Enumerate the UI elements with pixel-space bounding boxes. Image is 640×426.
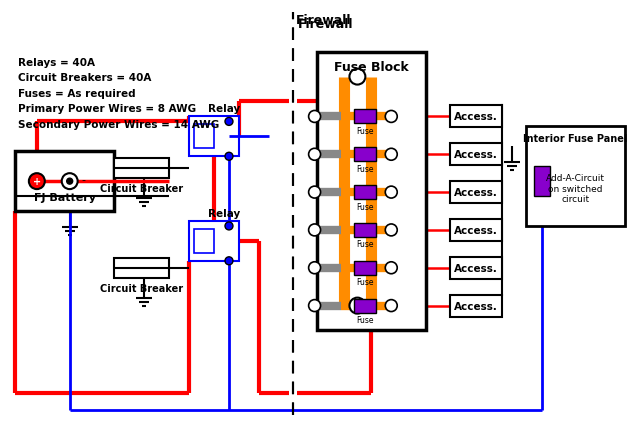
Bar <box>355 261 376 275</box>
Bar <box>355 148 376 162</box>
Text: Relay: Relay <box>208 104 240 114</box>
Text: Interior Fuse Panel: Interior Fuse Panel <box>524 134 628 144</box>
Text: Firewall: Firewall <box>296 14 351 27</box>
Circle shape <box>225 222 233 230</box>
Circle shape <box>385 262 397 274</box>
Circle shape <box>349 69 365 85</box>
Bar <box>194 229 214 253</box>
Circle shape <box>225 118 233 126</box>
Text: Relay: Relay <box>208 208 240 219</box>
Circle shape <box>308 149 321 161</box>
Bar <box>115 258 169 278</box>
Text: Fuse: Fuse <box>356 315 374 324</box>
Circle shape <box>29 174 45 190</box>
Text: -: - <box>82 175 86 185</box>
Circle shape <box>61 174 77 190</box>
Circle shape <box>225 257 233 265</box>
Circle shape <box>67 179 73 185</box>
Text: Access.: Access. <box>454 187 498 198</box>
Bar <box>450 144 502 166</box>
Bar <box>355 186 376 200</box>
Text: Access.: Access. <box>454 263 498 273</box>
Text: Access.: Access. <box>454 112 498 122</box>
Bar <box>355 299 376 313</box>
Text: Access.: Access. <box>454 150 498 160</box>
Bar <box>450 219 502 241</box>
Circle shape <box>308 300 321 312</box>
Text: Circuit Breaker: Circuit Breaker <box>100 283 183 293</box>
Bar <box>15 152 115 212</box>
Bar <box>189 222 239 261</box>
Bar <box>189 117 239 157</box>
Circle shape <box>225 153 233 161</box>
Text: Access.: Access. <box>454 225 498 236</box>
Bar <box>317 52 426 331</box>
Text: Fuse: Fuse <box>356 278 374 287</box>
Text: Firewall: Firewall <box>298 18 353 31</box>
Text: FJ Battery: FJ Battery <box>34 193 96 203</box>
Bar <box>534 167 550 197</box>
Circle shape <box>385 225 397 236</box>
Bar <box>194 125 214 149</box>
Bar <box>450 295 502 317</box>
Circle shape <box>308 111 321 123</box>
Bar <box>115 159 169 179</box>
Circle shape <box>385 149 397 161</box>
Text: Fuse: Fuse <box>356 127 374 135</box>
Text: Circuit Breaker: Circuit Breaker <box>100 184 183 194</box>
Text: Fuse Block: Fuse Block <box>334 61 409 74</box>
Bar <box>450 257 502 279</box>
Bar <box>355 223 376 237</box>
Circle shape <box>385 187 397 199</box>
Circle shape <box>385 300 397 312</box>
Text: Add-A-Circuit
on switched
circuit: Add-A-Circuit on switched circuit <box>546 174 605 204</box>
Text: Fuse: Fuse <box>356 164 374 173</box>
Bar <box>450 182 502 204</box>
Text: Relays = 40A
Circuit Breakers = 40A
Fuses = As required
Primary Power Wires = 8 : Relays = 40A Circuit Breakers = 40A Fuse… <box>18 58 219 130</box>
Text: Fuse: Fuse <box>356 240 374 249</box>
Text: Access.: Access. <box>454 301 498 311</box>
Circle shape <box>308 187 321 199</box>
Bar <box>450 106 502 128</box>
Bar <box>525 127 625 226</box>
Circle shape <box>308 262 321 274</box>
Circle shape <box>349 298 365 314</box>
Bar <box>355 110 376 124</box>
Circle shape <box>308 225 321 236</box>
Text: +: + <box>33 177 41 187</box>
Circle shape <box>385 111 397 123</box>
Text: Fuse: Fuse <box>356 202 374 211</box>
